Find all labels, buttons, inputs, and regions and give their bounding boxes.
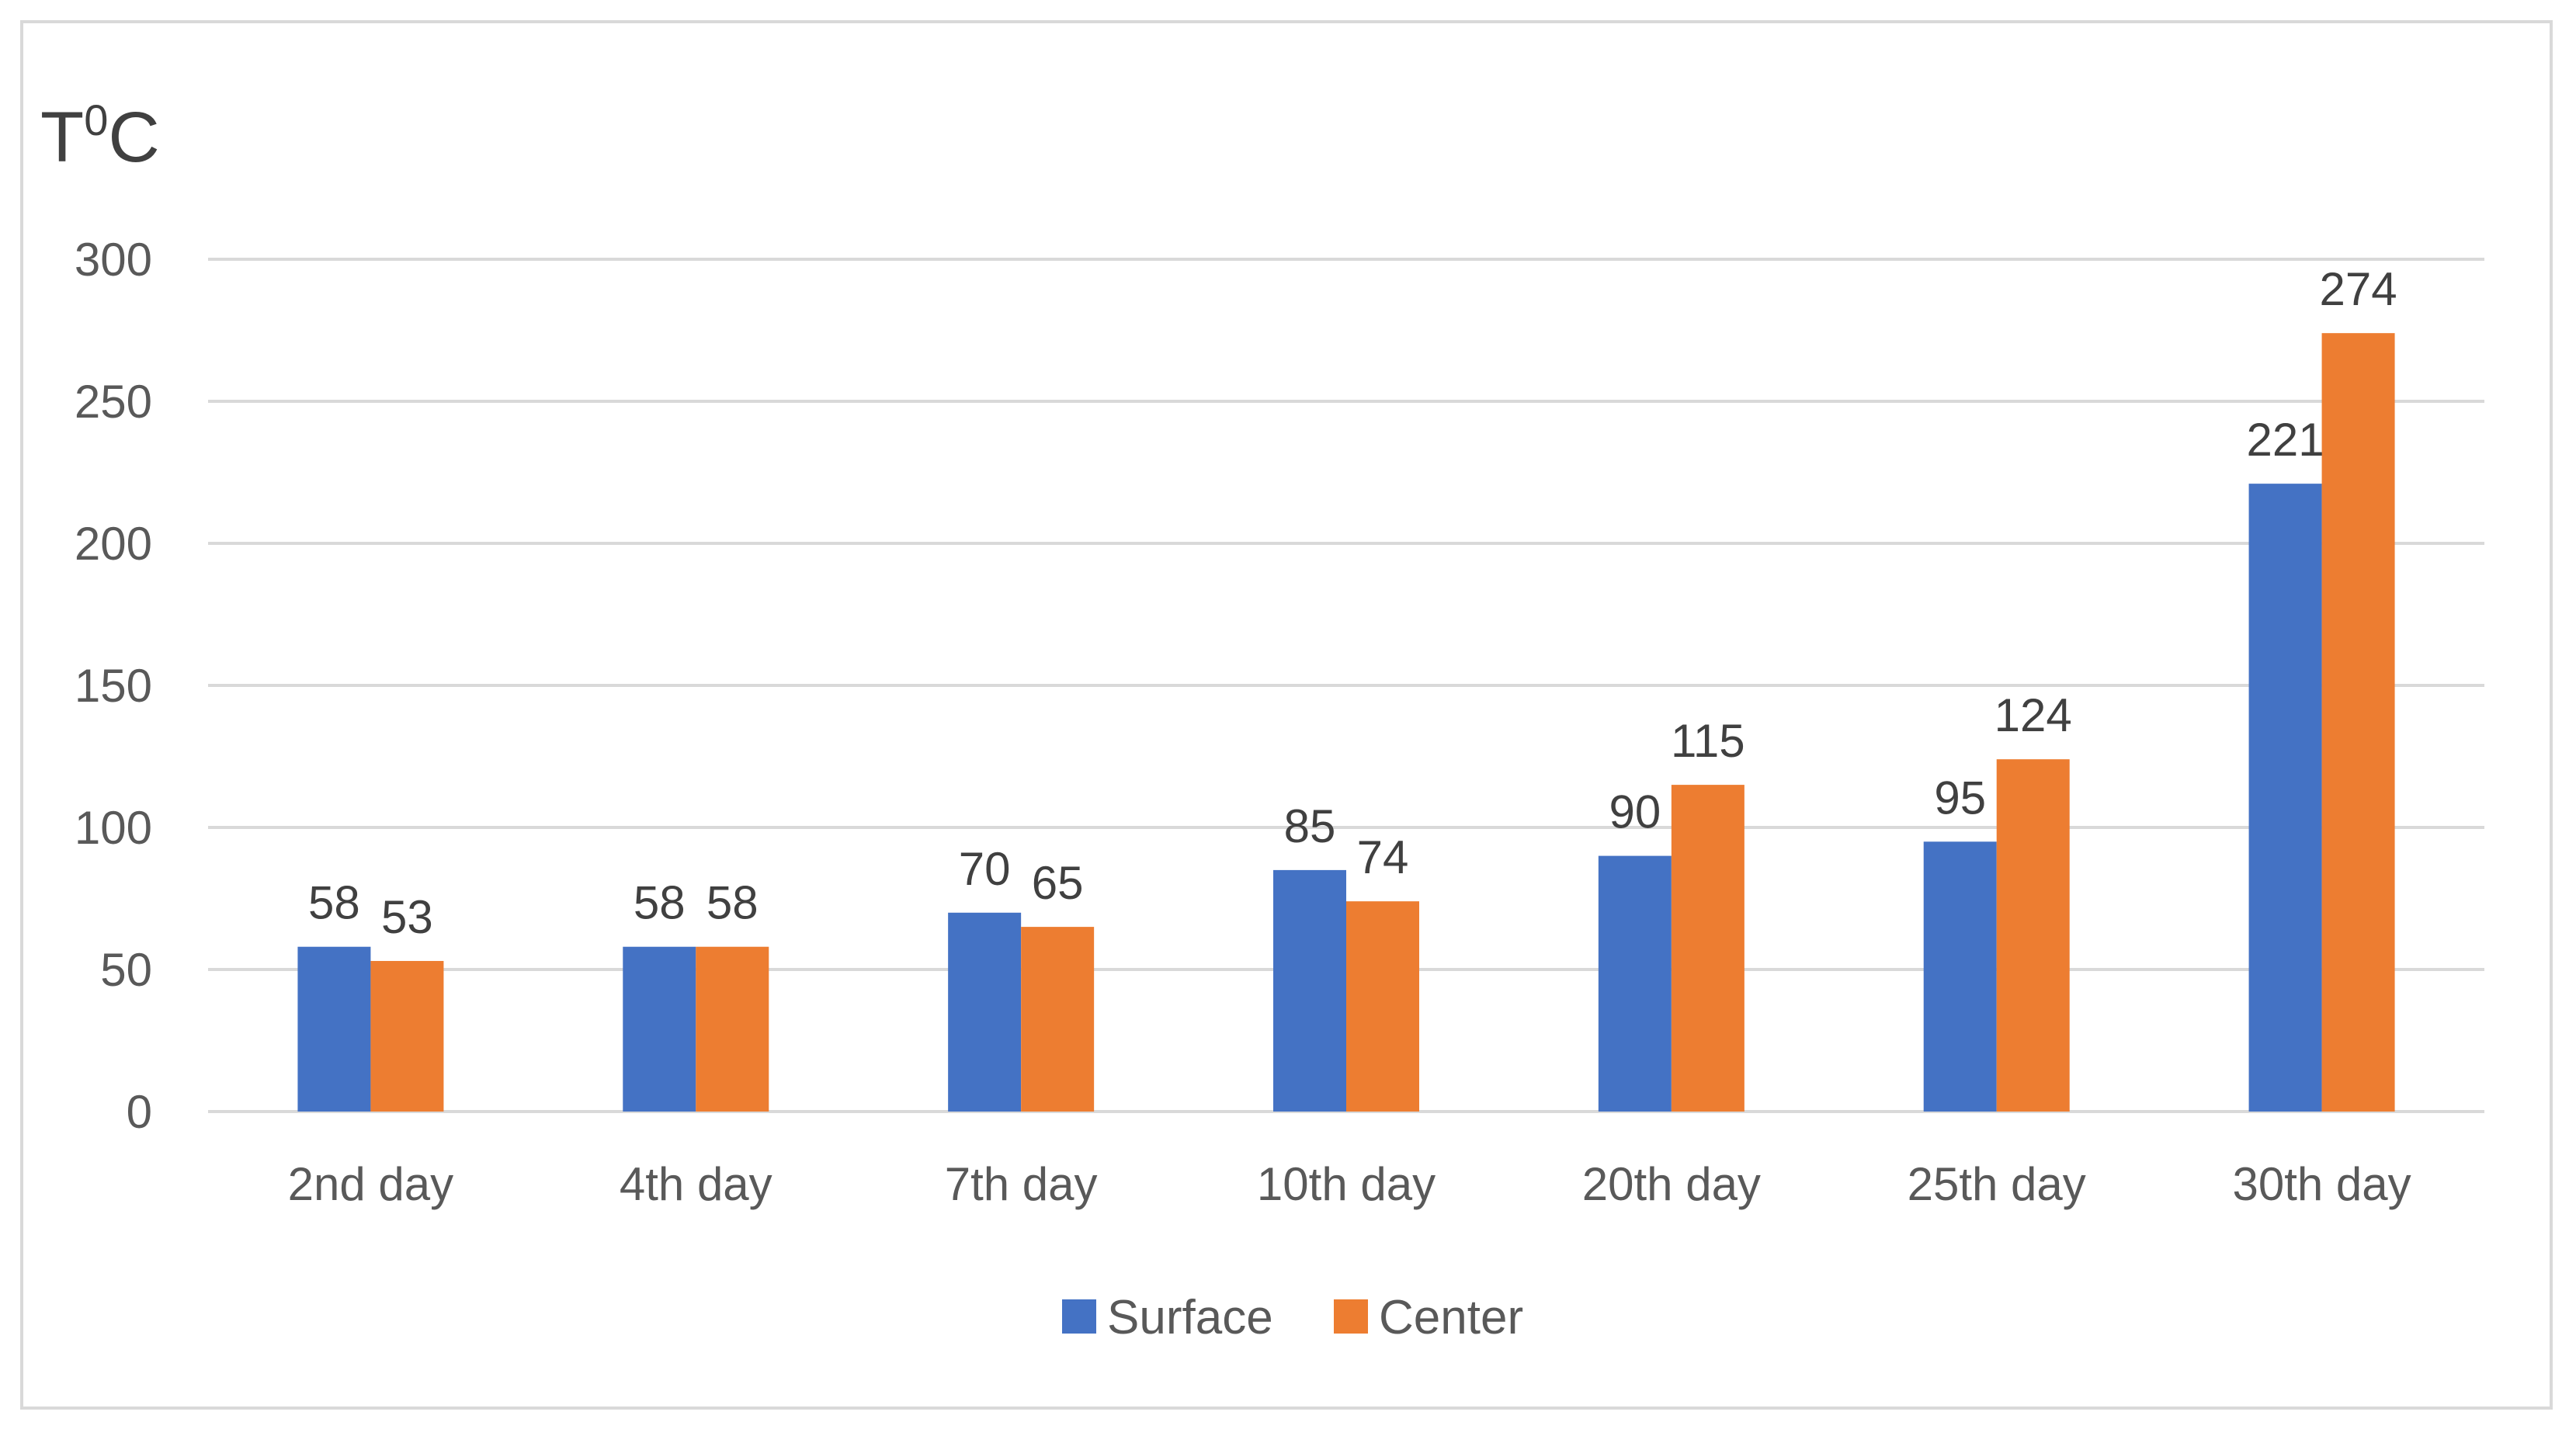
bar-center	[2321, 333, 2395, 1112]
data-label-surface: 58	[634, 877, 686, 929]
y-tick-label: 0	[127, 1086, 152, 1138]
bar-center	[1996, 759, 2070, 1112]
y-axis-label: T0C	[40, 95, 160, 177]
data-label-surface: 58	[308, 877, 360, 929]
bar-center	[696, 946, 769, 1112]
data-label-center: 124	[1994, 689, 2072, 741]
bar-surface	[1923, 841, 1997, 1112]
x-tick-label: 2nd day	[288, 1158, 454, 1210]
y-tick-label: 50	[100, 944, 152, 996]
bar-center	[1346, 901, 1419, 1112]
x-axis: 2nd day 4th day 7th day 10th day 20th day 25t…	[288, 1158, 2411, 1210]
data-label-surface: 95	[1934, 772, 1986, 824]
y-tick-label: 300	[75, 234, 152, 286]
bar-surface	[1273, 869, 1346, 1112]
data-label-surface: 221	[2247, 414, 2324, 466]
bar-surface	[2248, 484, 2322, 1112]
y-tick-label: 200	[75, 518, 152, 570]
x-tick-label: 20th day	[1582, 1158, 1761, 1210]
bar-surface	[948, 912, 1022, 1112]
data-label-center: 65	[1032, 857, 1084, 909]
bar-surface	[623, 946, 696, 1112]
data-label-center: 53	[381, 891, 433, 943]
bar-center	[370, 961, 444, 1112]
y-axis: 0 50 100 150 200 250 300	[75, 234, 152, 1138]
bars	[297, 333, 2395, 1112]
legend-label-center: Center	[1379, 1291, 1523, 1344]
data-label-center: 274	[2320, 263, 2397, 315]
legend-swatch-center	[1334, 1299, 1368, 1334]
bar-center	[1021, 927, 1095, 1112]
bar-surface	[1598, 855, 1672, 1112]
legend-label-surface: Surface	[1107, 1291, 1273, 1344]
y-tick-label: 250	[75, 376, 152, 428]
x-tick-label: 10th day	[1257, 1158, 1436, 1210]
legend-swatch-surface	[1062, 1299, 1096, 1334]
x-tick-label: 4th day	[620, 1158, 772, 1210]
data-label-center: 74	[1357, 831, 1409, 883]
y-axis-label-superscript: 0	[84, 95, 108, 144]
x-tick-label: 25th day	[1908, 1158, 2086, 1210]
gridlines	[208, 258, 2484, 1113]
y-tick-label: 100	[75, 802, 152, 854]
chart-frame	[20, 20, 2553, 1410]
data-label-surface: 85	[1284, 800, 1336, 852]
y-axis-label-unit: C	[108, 98, 159, 177]
legend: Surface Center	[1062, 1291, 1523, 1344]
data-label-surface: 90	[1609, 786, 1661, 838]
bar-surface	[297, 946, 371, 1112]
data-label-surface: 70	[959, 843, 1011, 895]
y-tick-label: 150	[75, 660, 152, 712]
data-label-center: 58	[706, 877, 759, 929]
y-axis-label-main: T	[40, 98, 84, 177]
data-label-center: 115	[1671, 715, 1745, 767]
x-tick-label: 7th day	[945, 1158, 1098, 1210]
bar-center	[1671, 785, 1745, 1112]
x-tick-label: 30th day	[2232, 1158, 2411, 1210]
